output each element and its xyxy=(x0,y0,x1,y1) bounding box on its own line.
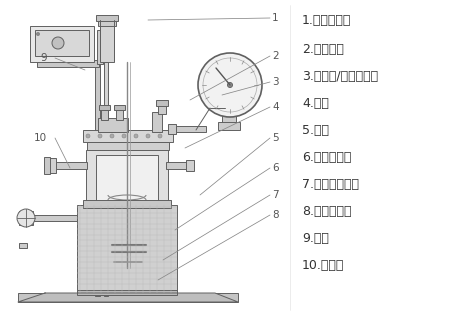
Circle shape xyxy=(146,134,150,138)
Circle shape xyxy=(17,209,35,227)
Text: 8.加热炉装置: 8.加热炉装置 xyxy=(302,205,351,218)
Bar xyxy=(152,112,162,132)
Text: 3.压力表/防爆膜装置: 3.压力表/防爆膜装置 xyxy=(302,70,378,83)
Bar xyxy=(83,200,171,208)
Bar xyxy=(96,15,118,21)
Text: 2: 2 xyxy=(272,51,279,61)
Bar xyxy=(176,126,206,132)
Bar xyxy=(55,162,87,169)
Circle shape xyxy=(98,134,102,138)
Text: 10.针型阀: 10.针型阀 xyxy=(302,259,344,272)
Circle shape xyxy=(158,134,162,138)
Bar xyxy=(48,158,56,173)
Bar xyxy=(18,293,238,302)
Text: 4: 4 xyxy=(272,102,279,112)
Text: 7.推进式搅拌器: 7.推进式搅拌器 xyxy=(302,178,359,191)
Bar xyxy=(98,118,128,132)
Bar xyxy=(35,30,89,56)
Bar xyxy=(95,218,108,222)
Text: 9.电机: 9.电机 xyxy=(302,232,329,245)
Text: 6.内冷却盘管: 6.内冷却盘管 xyxy=(302,151,351,164)
Circle shape xyxy=(52,37,64,49)
Bar xyxy=(97,30,103,64)
Text: 1.磁力耦合器: 1.磁力耦合器 xyxy=(302,14,351,27)
Circle shape xyxy=(198,53,262,117)
Bar xyxy=(37,60,99,67)
Circle shape xyxy=(110,134,114,138)
Text: 1: 1 xyxy=(272,13,279,23)
Circle shape xyxy=(228,82,233,88)
Bar xyxy=(186,160,194,171)
Bar xyxy=(87,142,169,150)
Bar xyxy=(218,122,240,130)
Bar xyxy=(168,124,176,134)
Bar xyxy=(114,105,125,110)
Bar xyxy=(158,104,166,114)
Text: 5.釜体: 5.釜体 xyxy=(302,124,329,137)
Bar xyxy=(101,108,108,120)
Text: 6: 6 xyxy=(272,163,279,173)
Bar xyxy=(19,243,27,248)
Circle shape xyxy=(125,245,131,251)
Bar xyxy=(116,108,123,120)
Bar xyxy=(98,21,116,26)
Circle shape xyxy=(86,134,90,138)
Text: 10: 10 xyxy=(34,133,47,143)
Bar xyxy=(83,130,173,142)
Bar xyxy=(156,100,168,106)
Bar xyxy=(19,211,33,225)
Bar xyxy=(44,157,50,174)
Text: 9: 9 xyxy=(40,53,47,63)
Bar xyxy=(99,105,110,110)
Bar xyxy=(30,26,94,62)
Polygon shape xyxy=(18,293,238,302)
Bar xyxy=(104,62,108,296)
Bar xyxy=(100,18,114,62)
Bar xyxy=(96,155,158,250)
Text: 7: 7 xyxy=(272,190,279,200)
Bar xyxy=(86,150,168,255)
Bar xyxy=(77,205,177,293)
Text: 5: 5 xyxy=(272,133,279,143)
Circle shape xyxy=(134,134,138,138)
Circle shape xyxy=(122,134,126,138)
Text: 4.釜盖: 4.釜盖 xyxy=(302,97,329,110)
Bar xyxy=(166,162,188,169)
Bar xyxy=(19,215,77,221)
Bar xyxy=(222,112,236,124)
Text: 3: 3 xyxy=(272,77,279,87)
Text: 2.测温元件: 2.测温元件 xyxy=(302,43,344,56)
Circle shape xyxy=(36,32,40,36)
Text: 8: 8 xyxy=(272,210,279,220)
Bar xyxy=(77,290,177,295)
Bar xyxy=(95,62,100,296)
